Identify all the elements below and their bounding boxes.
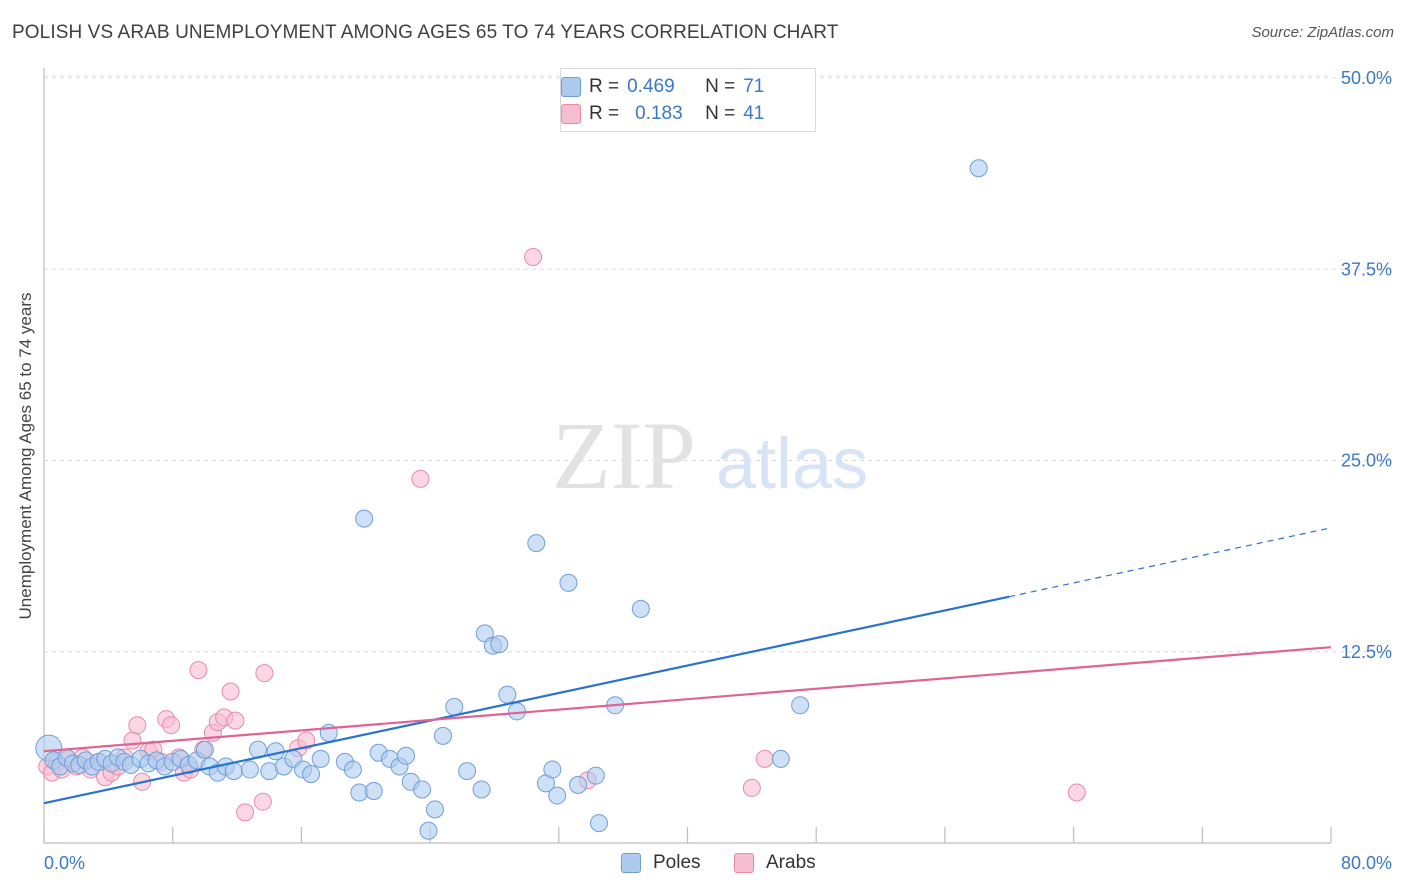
arabs-point xyxy=(755,749,774,768)
poles-point xyxy=(425,800,444,819)
arabs-point xyxy=(1067,783,1086,802)
y-tick-label: 25.0% xyxy=(1341,451,1392,471)
tick-labels-layer: 12.5% 25.0% 37.5% 50.0% 0.0% 80.0% xyxy=(44,68,1392,873)
arabs-trend-line xyxy=(43,646,1332,753)
arabs-point xyxy=(226,711,245,730)
legend-row-poles: R = 0.469 N = 71 xyxy=(561,75,765,99)
poles-point xyxy=(445,697,464,716)
poles-point xyxy=(458,762,477,781)
poles-point xyxy=(413,780,432,799)
arabs-point xyxy=(253,792,272,811)
poles-point xyxy=(771,749,790,768)
watermark-zip: ZIP xyxy=(552,402,696,509)
arabs-r-label: R = xyxy=(589,103,620,124)
poles-point xyxy=(791,696,810,715)
x-tick-label: 80.0% xyxy=(1341,853,1392,873)
poles-point xyxy=(419,821,438,840)
bottom-poles-label: Poles xyxy=(653,852,701,873)
x-tick-label: 0.0% xyxy=(44,853,85,873)
arabs-r-value: 0.183 xyxy=(635,103,683,124)
y-tick-label: 50.0% xyxy=(1341,68,1392,88)
y-tick-label: 12.5% xyxy=(1341,642,1392,662)
arabs-point xyxy=(128,716,147,735)
arabs-point xyxy=(255,664,274,683)
poles-trend-extension xyxy=(1009,527,1332,598)
poles-n-label: N = xyxy=(705,76,736,97)
poles-point xyxy=(302,765,321,784)
watermark-atlas: atlas xyxy=(716,424,868,504)
source-credit: Source: ZipAtlas.com xyxy=(1251,24,1394,41)
poles-point xyxy=(969,159,988,178)
poles-point xyxy=(224,762,243,781)
poles-point xyxy=(355,509,374,528)
poles-point xyxy=(548,786,567,805)
poles-trend-line xyxy=(43,595,1010,805)
bottom-legend-arabs: Arabs xyxy=(734,852,816,874)
arabs-point xyxy=(123,731,142,750)
poles-point xyxy=(631,599,650,618)
poles-point xyxy=(266,742,285,761)
poles-point xyxy=(472,780,491,799)
poles-point xyxy=(311,749,330,768)
chart-title: POLISH VS ARAB UNEMPLOYMENT AMONG AGES 6… xyxy=(12,22,839,43)
poles-point xyxy=(498,685,517,704)
arabs-swatch xyxy=(561,104,581,124)
grid-layer xyxy=(44,75,1391,653)
poles-point xyxy=(543,760,562,779)
arabs-point xyxy=(189,661,208,680)
arabs-point xyxy=(742,778,761,797)
arabs-point xyxy=(297,731,316,750)
poles-point xyxy=(364,781,383,800)
poles-r-value: 0.469 xyxy=(627,76,675,97)
watermark: ZIP atlas xyxy=(552,402,868,509)
poles-r-label: R = xyxy=(589,76,620,97)
arabs-n-label: N = xyxy=(705,103,736,124)
legend-row-arabs: R = 0.183 N = 41 xyxy=(561,102,765,126)
poles-point xyxy=(586,766,605,785)
poles-n-value: 71 xyxy=(743,76,765,97)
poles-point xyxy=(559,573,578,592)
trend-lines-layer xyxy=(43,527,1332,805)
arabs-point xyxy=(524,248,543,267)
arabs-n-value: 41 xyxy=(743,103,765,124)
arabs-point xyxy=(221,682,240,701)
bottom-poles-swatch xyxy=(621,853,641,873)
poles-point xyxy=(343,760,362,779)
arabs-point xyxy=(411,469,430,488)
correlation-legend: R = 0.469 N = 71 R = 0.183 N = 41 xyxy=(560,68,816,132)
poles-point xyxy=(396,746,415,765)
poles-points-layer xyxy=(35,159,988,840)
poles-swatch xyxy=(561,77,581,97)
poles-point xyxy=(433,726,452,745)
poles-point xyxy=(527,534,546,553)
poles-point xyxy=(490,635,509,654)
bottom-arabs-label: Arabs xyxy=(766,852,816,873)
poles-point xyxy=(240,760,259,779)
arabs-points-layer xyxy=(38,248,1086,822)
bottom-legend-poles: Poles xyxy=(621,852,701,874)
bottom-arabs-swatch xyxy=(734,853,754,873)
y-tick-label: 37.5% xyxy=(1341,259,1392,279)
poles-point xyxy=(569,775,588,794)
arabs-point xyxy=(162,716,181,735)
arabs-point xyxy=(236,803,255,822)
poles-point xyxy=(590,814,609,833)
poles-point xyxy=(195,740,214,759)
